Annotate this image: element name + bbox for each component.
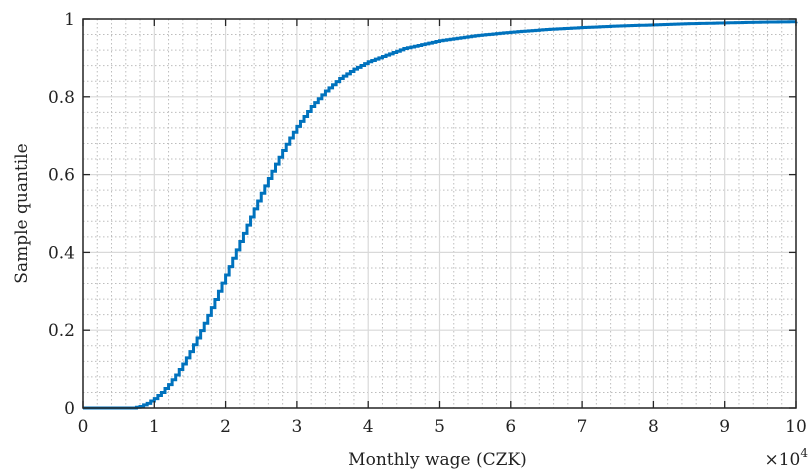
x-tick-label: 8 <box>648 417 659 437</box>
x-tick-label: 3 <box>291 417 302 437</box>
x-tick-label: 10 <box>785 417 807 437</box>
y-tick-label: 0.4 <box>48 243 75 263</box>
y-tick-label: 0.2 <box>48 321 75 341</box>
x-tick-label: 0 <box>78 417 89 437</box>
major-grid <box>82 18 797 409</box>
x-tick-label: 7 <box>577 417 588 437</box>
x-tick-labels: 0 1 2 3 4 5 6 7 8 9 10 <box>78 417 807 437</box>
y-axis-title: Sample quantile <box>12 143 32 283</box>
x-axis-multiplier-base: ×10 <box>764 450 800 470</box>
x-tick-label: 5 <box>434 417 445 437</box>
x-tick-label: 2 <box>220 417 231 437</box>
tick-marks <box>82 18 797 409</box>
x-tick-label: 6 <box>505 417 516 437</box>
x-axis-multiplier-exponent: 4 <box>800 446 808 460</box>
data-line <box>83 20 798 410</box>
x-tick-label: 9 <box>719 417 730 437</box>
x-axis-multiplier: ×104 <box>764 446 808 470</box>
y-tick-label: 1 <box>64 10 75 30</box>
y-tick-label: 0.6 <box>48 166 75 186</box>
x-tick-label: 4 <box>363 417 374 437</box>
y-tick-labels: 0 0.2 0.4 0.6 0.8 1 <box>48 10 75 419</box>
x-tick-label: 1 <box>149 417 160 437</box>
x-axis-title: Monthly wage (CZK) <box>348 450 527 470</box>
y-tick-label: 0.8 <box>48 88 75 108</box>
y-tick-label: 0 <box>64 399 75 419</box>
